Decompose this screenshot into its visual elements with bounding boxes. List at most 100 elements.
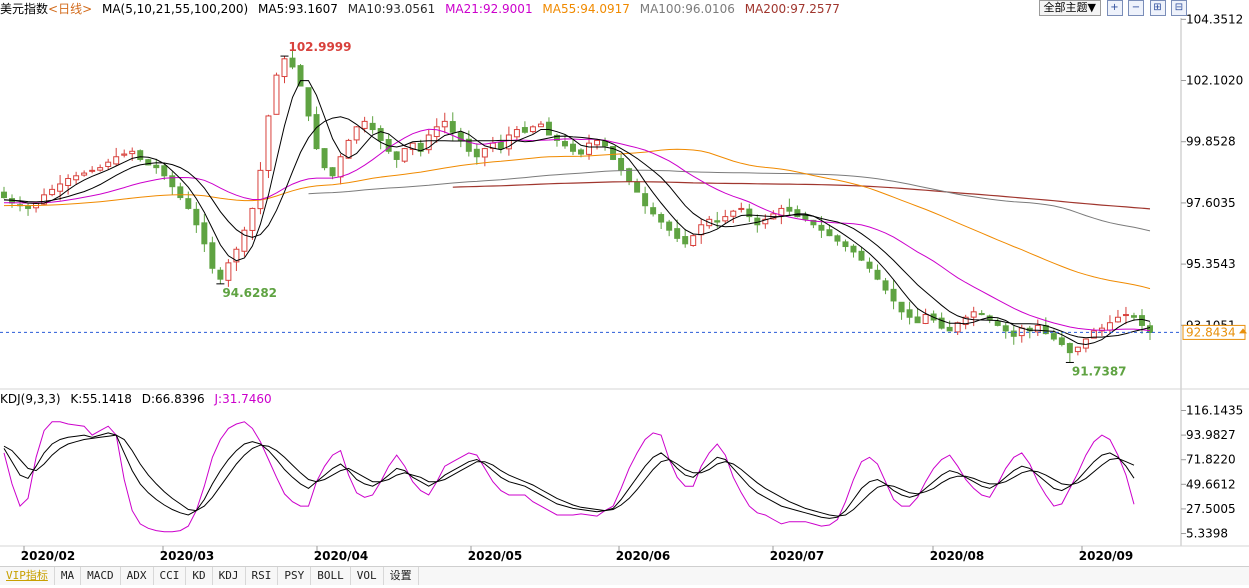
tab-rsi[interactable]: RSI <box>246 567 279 585</box>
tab-macd[interactable]: MACD <box>81 567 121 585</box>
candle-body <box>818 224 825 231</box>
candle-body <box>121 153 128 156</box>
candle-body <box>433 126 440 138</box>
candle-body <box>49 188 56 196</box>
candle-body <box>906 309 913 318</box>
kdj-tick-label: 71.8220 <box>1186 453 1236 467</box>
candle-body <box>602 140 609 147</box>
candle-body <box>241 229 248 252</box>
tab-ma-label: MA <box>60 569 75 582</box>
tab-boll[interactable]: BOLL <box>311 567 351 585</box>
candle-body <box>553 134 560 141</box>
candle-body <box>834 235 841 242</box>
candle-body <box>618 157 625 171</box>
candle-body <box>113 156 120 165</box>
candle-body <box>570 143 576 152</box>
tab-kdj-label: KDJ <box>218 569 239 582</box>
low-annotation: 91.7387 <box>1072 364 1127 378</box>
candle-body <box>1034 324 1041 333</box>
candle-body <box>1147 325 1153 333</box>
candle-body <box>361 120 368 129</box>
candle-body <box>97 167 104 171</box>
candle-body <box>1066 343 1073 354</box>
candle-body <box>457 132 464 141</box>
candle-body <box>978 312 985 316</box>
ma-title: MA(5,10,21,55,100,200) <box>101 2 249 16</box>
kdj-tick-label: 116.1435 <box>1186 404 1243 418</box>
kdj-d-value: D:66.8396 <box>141 392 205 406</box>
candle-body <box>962 316 969 326</box>
candle-body <box>1082 338 1089 349</box>
tab-psy[interactable]: PSY <box>278 567 312 585</box>
candle-body <box>273 74 280 115</box>
candle-body <box>650 207 657 215</box>
candle-body <box>233 248 240 263</box>
candle-body <box>505 134 512 150</box>
candle-body <box>257 169 264 210</box>
candle-body <box>1139 315 1145 326</box>
tab-settings-label: 设置 <box>389 569 412 582</box>
candle-body <box>682 236 689 245</box>
candle-body <box>1122 314 1129 317</box>
tab-ma[interactable]: MA <box>55 567 82 585</box>
candle-body <box>529 126 536 133</box>
candle-body <box>874 269 881 280</box>
instrument-label: 美元指数 <box>0 2 49 16</box>
chart-plus-icon[interactable]: ⊞ <box>1149 0 1166 16</box>
candle-body <box>441 120 448 128</box>
minus-box-icon[interactable]: − <box>1128 0 1144 16</box>
candle-body <box>297 65 304 87</box>
candle-body <box>674 228 681 239</box>
theme-dropdown[interactable]: 全部主题▼ <box>1038 0 1101 16</box>
candle-body <box>345 139 352 159</box>
tab-rsi-label: RSI <box>251 569 272 582</box>
ma100-line <box>308 169 1151 232</box>
price-tick-label: 95.3543 <box>1186 257 1236 271</box>
candle-body <box>714 220 721 223</box>
time-tick-label: 2020/07 <box>770 549 824 563</box>
candle-body <box>329 167 336 177</box>
kdj-k-value: K:55.1418 <box>70 392 132 406</box>
candle-body <box>882 280 889 291</box>
candle-body <box>169 175 176 188</box>
candle-body <box>610 146 617 160</box>
tab-kdj[interactable]: KDJ <box>213 567 246 585</box>
current-price-label: 92.8434 <box>1186 325 1236 339</box>
candle-body <box>465 138 472 152</box>
candle-body <box>81 172 88 176</box>
chart-minus-icon[interactable]: ⊟ <box>1171 0 1187 16</box>
tab-vip-label: VIP指标 <box>6 569 48 582</box>
plus-box-icon[interactable]: + <box>1106 0 1123 16</box>
candle-body <box>850 245 857 253</box>
time-tick-label: 2020/03 <box>160 549 214 563</box>
tab-settings[interactable]: 设置 <box>384 567 419 585</box>
tab-vip[interactable]: VIP指标 <box>0 567 55 585</box>
candle-body <box>698 224 705 236</box>
candle-body <box>842 241 849 248</box>
candle-body <box>65 178 72 187</box>
candle-body <box>337 156 344 178</box>
price-tick-label: 99.8528 <box>1186 135 1236 149</box>
kdj-tick-label: 5.3398 <box>1186 527 1228 541</box>
period-label[interactable]: <日线> <box>48 2 93 16</box>
candle-body <box>1106 322 1113 331</box>
candle-body <box>858 250 865 261</box>
candle-body <box>193 208 200 226</box>
time-tick-label: 2020/09 <box>1079 549 1133 563</box>
tab-adx[interactable]: ADX <box>121 567 154 585</box>
kdj-d-line <box>3 434 1135 517</box>
candle-body <box>946 326 953 332</box>
tab-macd-label: MACD <box>87 569 114 582</box>
candle-body <box>642 193 649 207</box>
tab-vol[interactable]: VOL <box>351 567 384 585</box>
tab-kd[interactable]: KD <box>186 567 213 585</box>
ma10-line <box>3 116 1151 339</box>
tab-cci[interactable]: CCI <box>154 567 187 585</box>
candle-body <box>1058 337 1065 345</box>
candle-body <box>129 150 136 155</box>
time-tick-label: 2020/02 <box>21 549 75 563</box>
candle-body <box>810 219 817 226</box>
